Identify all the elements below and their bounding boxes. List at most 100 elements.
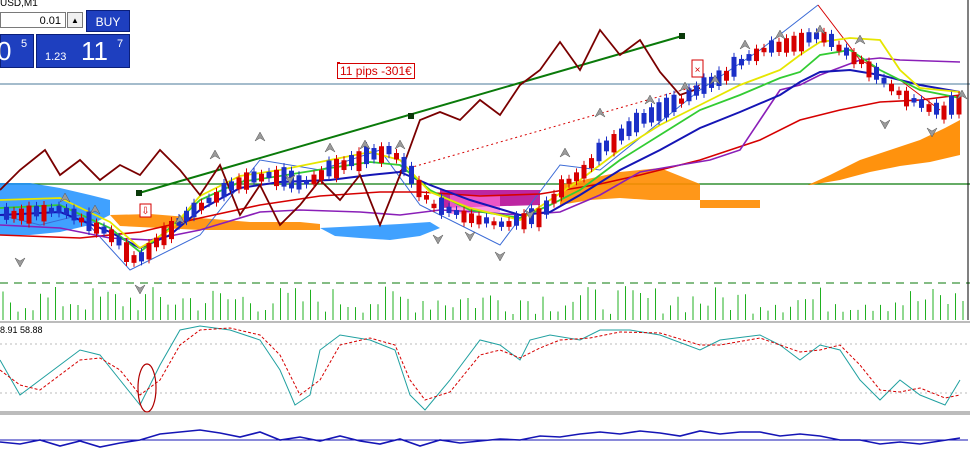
lot-stepper-up-icon[interactable]: ▲ (67, 12, 83, 28)
candle-body (694, 85, 699, 96)
candle-body (34, 205, 39, 217)
candle-body (664, 97, 669, 118)
candle-body (919, 99, 924, 108)
candle-body (461, 210, 467, 223)
candle-body (139, 252, 144, 262)
candle-body (499, 221, 504, 227)
candle-body (319, 170, 324, 181)
down-arrow-icon (432, 234, 444, 245)
svg-text:×: × (695, 65, 701, 76)
candle-body (326, 160, 332, 177)
candle-body (731, 56, 737, 77)
candle-body (26, 205, 32, 224)
candle-body (806, 32, 812, 43)
up-arrow-icon (814, 24, 826, 35)
candle-body (746, 54, 752, 61)
buy-price-big: 11 (81, 36, 108, 66)
up-arrow-icon (394, 139, 406, 150)
sell-price-box[interactable]: 0 5 (0, 34, 34, 68)
down-arrow-icon (926, 127, 938, 138)
main-chart-area: ⇩ × (0, 0, 970, 320)
candle-body (521, 213, 527, 230)
up-arrow-icon (709, 74, 721, 85)
candle-body (626, 121, 632, 137)
trade-result-label[interactable]: 11 pips -301€ (337, 63, 415, 79)
up-arrow-icon (559, 147, 571, 158)
buy-price-box[interactable]: 1.23 11 7 (36, 34, 130, 68)
candle-body (581, 164, 587, 179)
candle-body (94, 222, 99, 234)
candle-body (859, 59, 864, 65)
candle-body (469, 213, 474, 224)
up-arrow-icon (956, 89, 968, 100)
close-position-icon[interactable]: × (691, 59, 704, 78)
trendline[interactable] (136, 33, 685, 196)
candle-body (11, 210, 17, 219)
candle-body (364, 146, 369, 165)
candle-body (799, 32, 804, 52)
candle-body (221, 182, 227, 198)
candle-body (544, 200, 549, 215)
candle-body (596, 142, 602, 162)
candle-body (904, 90, 909, 107)
spread-value: 1.23 (45, 51, 67, 63)
candle-body (559, 179, 564, 198)
candle-body (844, 47, 849, 56)
candle-body (184, 210, 189, 222)
lot-size-input[interactable]: 0.01 (0, 12, 66, 28)
candle-body (116, 236, 122, 246)
candle-body (724, 70, 729, 81)
candle-body (199, 202, 204, 211)
candle-body (124, 242, 129, 262)
down-arrow-icon (134, 284, 146, 295)
buy-button[interactable]: BUY (86, 10, 130, 32)
candle-body (829, 33, 834, 47)
candle-body (814, 32, 819, 40)
up-arrow-icon (89, 204, 101, 215)
up-arrow-icon (594, 107, 606, 118)
buy-signal-icon[interactable]: ⇩ (139, 203, 152, 218)
candle-body (56, 205, 62, 214)
candle-body (574, 172, 579, 182)
ma-purple (0, 57, 961, 241)
candle-body (671, 94, 677, 113)
candle-body (536, 208, 542, 228)
candle-body (154, 237, 159, 248)
candle-body (19, 208, 24, 221)
up-arrow-icon (739, 39, 751, 50)
candle-body (679, 98, 684, 104)
candle-body (686, 88, 692, 102)
candle-body (484, 217, 489, 224)
bottom-oscillator (0, 429, 968, 448)
up-arrow-icon (679, 81, 691, 92)
candle-body (71, 208, 77, 221)
ma-blue (0, 68, 961, 250)
candle-body (851, 52, 857, 65)
volume-histogram (2, 286, 964, 320)
candle-body (439, 197, 444, 215)
stochastic-signal (0, 327, 961, 401)
oscillator-values: 8.91 58.88 (0, 325, 43, 335)
candle-body (454, 210, 459, 215)
candle-body (656, 102, 662, 121)
candle-body (229, 181, 234, 191)
up-arrow-icon (774, 29, 786, 40)
candle-body (79, 217, 84, 223)
buy-price-sup: 7 (117, 38, 124, 50)
candle-body (341, 160, 347, 171)
candle-body (551, 193, 557, 204)
candle-body (754, 48, 759, 62)
candle-body (836, 44, 842, 52)
candle-body (296, 175, 302, 190)
candle-body (611, 134, 617, 153)
candle-body (634, 112, 639, 133)
candle-body (49, 207, 54, 214)
candle-body (491, 221, 497, 226)
candle-body (64, 208, 69, 215)
stochastic-oscillator (0, 325, 968, 413)
up-arrow-icon (359, 139, 371, 150)
candle-body (86, 211, 92, 232)
candle-body (566, 178, 572, 184)
candle-body (101, 226, 107, 234)
